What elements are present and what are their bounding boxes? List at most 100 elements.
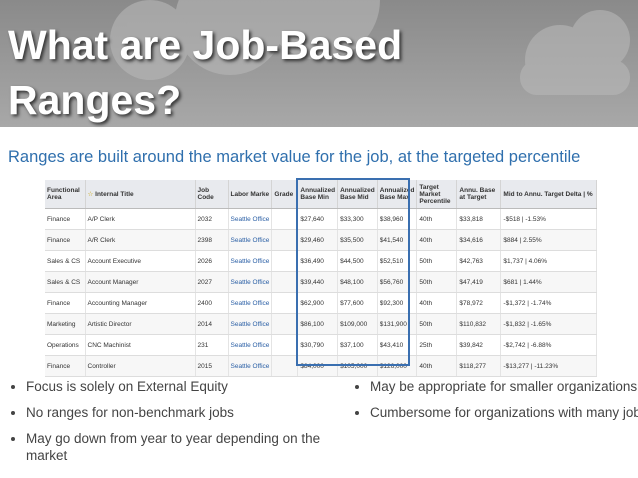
table-cell: $30,790 bbox=[297, 334, 339, 356]
table-cell: -$1,832 | -1.65% bbox=[500, 313, 598, 335]
column-header-text: Functional Area bbox=[47, 187, 80, 201]
column-header: Annualized Base Mid bbox=[337, 180, 378, 209]
table-cell: $1,737 | 4.06% bbox=[500, 250, 598, 272]
table-cell: Operations bbox=[45, 334, 86, 356]
table-cell: $681 | 1.44% bbox=[500, 271, 598, 293]
column-header: Labor Marke bbox=[228, 180, 273, 209]
table-cell: 40th bbox=[416, 229, 458, 251]
table-cell: $35,500 bbox=[337, 229, 378, 251]
bullet-item: No ranges for non-benchmark jobs bbox=[26, 404, 356, 421]
table-row: Operations CNC Machinist 231 Seattle Office… bbox=[45, 334, 598, 356]
table-cell: Sales & CS bbox=[45, 271, 86, 293]
table-cell: -$13,277 | -11.23% bbox=[500, 355, 598, 377]
column-header-text: Annualized Base Mid bbox=[340, 187, 375, 201]
table-cell: Artistic Director bbox=[85, 313, 196, 335]
table-cell: 50th bbox=[416, 313, 458, 335]
table-cell: 2032 bbox=[195, 208, 229, 230]
table-cell: $109,000 bbox=[337, 313, 378, 335]
table-cell: $33,300 bbox=[337, 208, 378, 230]
table-cell: $131,900 bbox=[377, 313, 418, 335]
table-cell: 2400 bbox=[195, 292, 229, 314]
table-cell: 40th bbox=[416, 292, 458, 314]
column-header: Annu. Base at Target bbox=[456, 180, 502, 209]
table-cell: $36,490 bbox=[297, 250, 339, 272]
column-header-text: Job Code bbox=[197, 187, 214, 201]
table-cell: 231 bbox=[195, 334, 229, 356]
table-cell: Seattle Office bbox=[228, 334, 273, 356]
table-row: Marketing Artistic Director 2014 Seattle Of… bbox=[45, 313, 598, 335]
table-row: Finance A/P Clerk 2032 Seattle Office $27,64… bbox=[45, 208, 598, 230]
column-header-text: Annualized Base Min bbox=[300, 187, 336, 201]
table-cell: $39,440 bbox=[297, 271, 339, 293]
column-header: Functional Area bbox=[45, 180, 86, 209]
table-cell: Accounting Manager bbox=[85, 292, 196, 314]
table-cell: Seattle Office bbox=[228, 208, 273, 230]
table-cell: 50th bbox=[416, 271, 458, 293]
column-header: Job Code bbox=[195, 180, 229, 209]
table-row: Finance Controller 2015 Seattle Office $84,0… bbox=[45, 355, 598, 377]
table-cell: Finance bbox=[45, 355, 86, 377]
table-cell: $33,818 bbox=[456, 208, 502, 230]
table-cell: Seattle Office bbox=[228, 313, 273, 335]
bullet-item: Cumbersome for organizations with many j… bbox=[370, 404, 638, 421]
table-cell: 40th bbox=[416, 208, 458, 230]
slide-title: What are Job-Based Ranges? bbox=[8, 22, 403, 123]
bullet-item: Focus is solely on External Equity bbox=[26, 378, 356, 395]
star-icon: ☆ bbox=[87, 191, 96, 198]
column-header-text: Grade bbox=[274, 190, 294, 198]
table-cell: $39,842 bbox=[456, 334, 502, 356]
table-cell: Marketing bbox=[45, 313, 86, 335]
table-cell: 40th bbox=[416, 355, 458, 377]
grade-cell bbox=[271, 334, 299, 356]
table-cell: $86,100 bbox=[297, 313, 339, 335]
table-cell: $37,100 bbox=[337, 334, 378, 356]
table-cell: $78,972 bbox=[456, 292, 502, 314]
table-cell: Seattle Office bbox=[228, 292, 273, 314]
table-cell: $56,760 bbox=[377, 271, 418, 293]
grade-cell bbox=[271, 250, 299, 272]
column-header: Annualized Base Max bbox=[377, 180, 418, 209]
column-header-text: Annualized Base Max bbox=[379, 187, 415, 201]
bullets-left: Focus is solely on External Equity No ran… bbox=[8, 378, 356, 473]
subtitle: Ranges are built around the market value… bbox=[8, 148, 581, 166]
grade-cell bbox=[271, 292, 299, 314]
table-cell: Finance bbox=[45, 229, 86, 251]
table-cell: $47,419 bbox=[456, 271, 502, 293]
table-cell: $77,600 bbox=[337, 292, 378, 314]
table-cell: Finance bbox=[45, 292, 86, 314]
table-cell: Account Manager bbox=[85, 271, 196, 293]
job-table: Functional Area ☆ Internal Title Job Code L… bbox=[45, 180, 598, 377]
table-cell: -$1,372 | -1.74% bbox=[500, 292, 598, 314]
table-cell: $48,100 bbox=[337, 271, 378, 293]
table-cell: $29,460 bbox=[297, 229, 339, 251]
table-cell: $27,640 bbox=[297, 208, 339, 230]
table-cell: $41,540 bbox=[377, 229, 418, 251]
column-header: Grade bbox=[271, 180, 299, 209]
table-row: Finance Accounting Manager 2400 Seattle Off… bbox=[45, 292, 598, 314]
table-cell: Seattle Office bbox=[228, 229, 273, 251]
grade-cell bbox=[271, 208, 299, 230]
column-header: Target Market Percentile bbox=[416, 180, 458, 209]
bullet-item: May be appropriate for smaller organizat… bbox=[370, 378, 638, 395]
table-cell: $43,410 bbox=[377, 334, 418, 356]
table-cell: Sales & CS bbox=[45, 250, 86, 272]
table-cell: $34,616 bbox=[456, 229, 502, 251]
grade-cell bbox=[271, 229, 299, 251]
bullets-right: May be appropriate for smaller organizat… bbox=[352, 378, 638, 430]
table-cell: 25th bbox=[416, 334, 458, 356]
table-cell: $42,763 bbox=[456, 250, 502, 272]
table-cell: 2026 bbox=[195, 250, 229, 272]
table-body: Finance A/P Clerk 2032 Seattle Office $27,64… bbox=[45, 208, 598, 377]
table-cell: Account Executive bbox=[85, 250, 196, 272]
table-cell: $62,900 bbox=[297, 292, 339, 314]
table-row: Finance A/R Clerk 2398 Seattle Office $29,46… bbox=[45, 229, 598, 251]
table-cell: $118,277 bbox=[456, 355, 502, 377]
table-cell: $84,000 bbox=[297, 355, 339, 377]
table-cell: Controller bbox=[85, 355, 196, 377]
column-header-text: Internal Title bbox=[95, 191, 134, 198]
header-banner bbox=[0, 0, 638, 127]
column-header-text: Target Market Percentile bbox=[419, 183, 451, 205]
column-header-text: Mid to Annu. Target Delta | % bbox=[503, 190, 593, 198]
table-cell: 50th bbox=[416, 250, 458, 272]
